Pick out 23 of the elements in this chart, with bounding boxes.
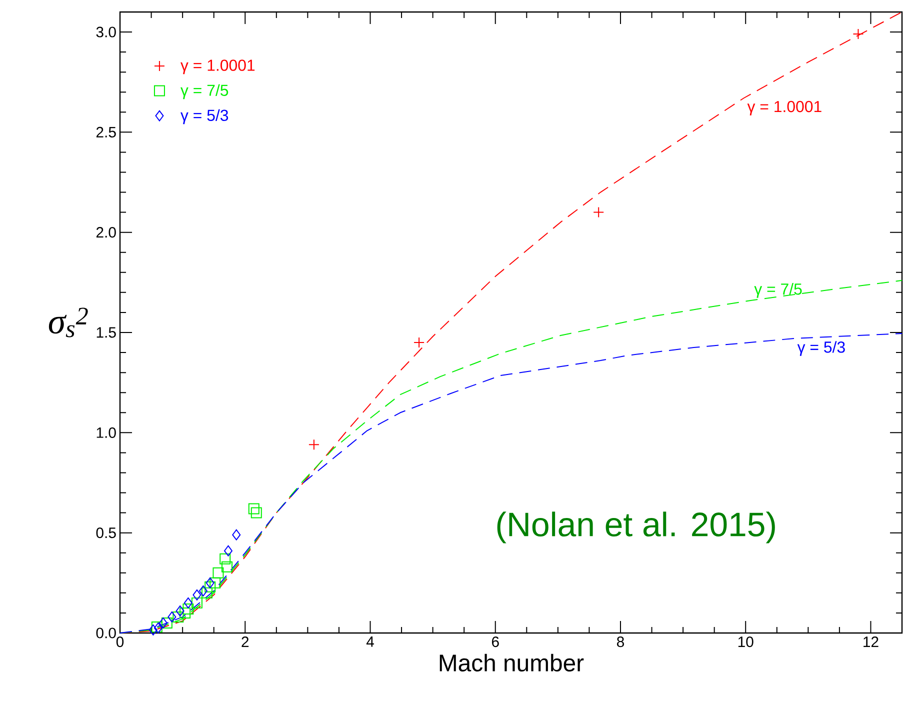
y-tick-label: 1.0 [96, 427, 116, 438]
x-tick-label: 6 [492, 636, 499, 648]
x-tick-label: 2 [242, 636, 249, 647]
x-tick-label: 8 [616, 636, 624, 648]
y-tick-label: 0.0 [96, 628, 116, 638]
y-axis-title: σ$_{s}$$^{2}$ [48, 308, 88, 338]
y-tick-label: 3.0 [96, 26, 116, 38]
x-tick-label: 4 [366, 636, 374, 647]
legend-label: γ = 1.0001 [180, 60, 255, 74]
x-axis-title: Mach number [440, 654, 584, 672]
series-label: γ = 7/5 [754, 283, 802, 298]
series-label: γ = 1.0001 [747, 100, 822, 116]
x-tick-label: 0 [116, 636, 124, 648]
y-tick-label: 2.0 [96, 227, 116, 238]
annotation: (Nolan et al. 2015) [497, 512, 775, 544]
series-label: γ = 5/3 [797, 341, 845, 356]
x-tick-label: 10 [738, 636, 754, 648]
legend-label: γ = 7/5 [180, 84, 228, 100]
y-tick-label: 1.5 [96, 327, 116, 338]
y-tick-label: 0.5 [96, 528, 116, 538]
legend-label: γ = 5/3 [180, 109, 228, 124]
x-tick-label: 12 [864, 636, 878, 647]
y-tick-label: 2.5 [96, 126, 116, 138]
